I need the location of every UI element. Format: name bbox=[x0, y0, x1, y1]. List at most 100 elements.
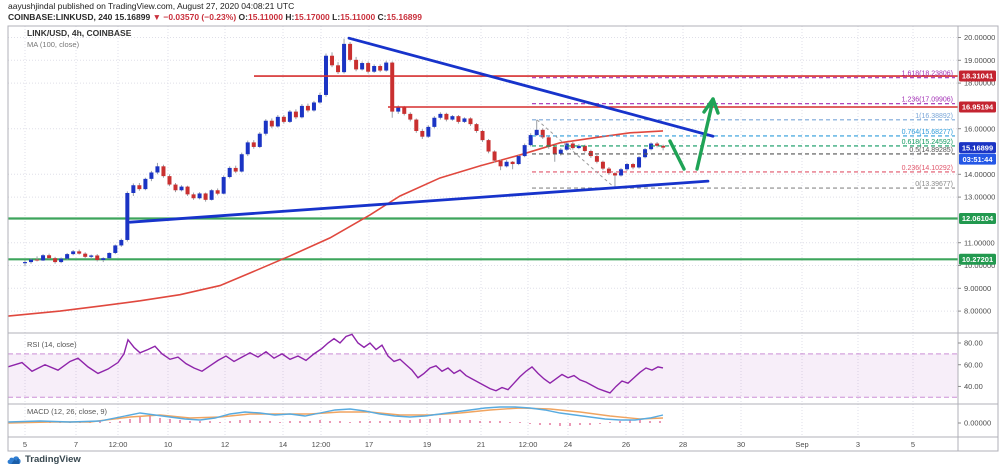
macd-histogram-bar bbox=[299, 421, 301, 423]
macd-histogram-bar bbox=[619, 421, 621, 423]
candle bbox=[191, 194, 196, 199]
candle bbox=[426, 126, 431, 137]
candle bbox=[311, 102, 316, 111]
fib-level-label: 0(13.39677) bbox=[915, 181, 953, 188]
candle bbox=[342, 43, 347, 73]
macd-histogram-bar bbox=[109, 422, 111, 423]
rsi-axis-label: 60.00 bbox=[964, 360, 983, 369]
chart-legend-title[interactable]: LINK/USD, 4h, COINBASE bbox=[27, 28, 132, 38]
candle bbox=[29, 259, 34, 263]
fib-level-label: 0.764(15.68277) bbox=[902, 129, 953, 136]
tradingview-link[interactable]: TradingView bbox=[7, 454, 81, 465]
price-badge-text: 10.27201 bbox=[962, 255, 993, 264]
price-axis-label: 8.00000 bbox=[964, 307, 991, 316]
macd-histogram-bar bbox=[379, 421, 381, 423]
candle bbox=[143, 178, 148, 190]
macd-histogram-bar bbox=[349, 422, 351, 423]
candle bbox=[450, 116, 455, 120]
price-badge-text: 18.31041 bbox=[962, 72, 993, 81]
candle bbox=[41, 255, 46, 261]
time-axis-label: 12:00 bbox=[519, 440, 538, 449]
time-axis-label: 3 bbox=[856, 440, 860, 449]
candle bbox=[155, 166, 160, 173]
open-value: 15.11000 bbox=[247, 12, 283, 22]
candle bbox=[522, 145, 527, 157]
trendline bbox=[347, 36, 715, 138]
candle bbox=[372, 66, 377, 72]
symbol-status-line: COINBASE:LINKUSD, 240 15.16899 ▼ −0.0357… bbox=[8, 12, 422, 22]
macd-legend[interactable]: MACD (12, 26, close, 9) bbox=[27, 407, 108, 416]
macd-histogram-bar bbox=[559, 423, 561, 426]
macd-histogram-bar bbox=[309, 421, 311, 423]
macd-histogram-bar bbox=[179, 420, 181, 423]
candle bbox=[408, 113, 413, 120]
candle bbox=[209, 190, 214, 200]
macd-histogram-bar bbox=[239, 420, 241, 423]
rsi-legend[interactable]: RSI (14, close) bbox=[27, 340, 77, 349]
price-pane-graphics: 1.618(18.23806) 1.236(17.09906) 1(16.38892… bbox=[8, 36, 958, 317]
candle bbox=[203, 193, 208, 200]
candle bbox=[83, 253, 88, 257]
candle bbox=[631, 164, 636, 168]
candle bbox=[281, 116, 286, 122]
price-badge bbox=[959, 153, 996, 165]
candle bbox=[570, 143, 575, 149]
macd-histogram-bar bbox=[199, 421, 201, 423]
candle bbox=[558, 149, 563, 154]
candle bbox=[516, 156, 521, 165]
candle bbox=[77, 251, 82, 254]
rsi-pane[interactable] bbox=[8, 333, 958, 404]
candle bbox=[546, 137, 551, 147]
candle bbox=[269, 120, 274, 127]
time-scale[interactable] bbox=[8, 437, 958, 451]
candle bbox=[131, 185, 136, 193]
macd-histogram-bar bbox=[529, 423, 531, 424]
candle bbox=[655, 143, 660, 146]
candle bbox=[420, 130, 425, 137]
time-axis-label: 5 bbox=[911, 440, 915, 449]
macd-histogram-bar bbox=[249, 420, 251, 423]
candle bbox=[504, 161, 509, 167]
time-axis-label: 21 bbox=[477, 440, 485, 449]
price-axis-label: 16.00000 bbox=[964, 124, 995, 133]
candle bbox=[107, 252, 112, 259]
candle bbox=[396, 107, 401, 112]
time-axis-label: 14 bbox=[279, 440, 287, 449]
rsi-band bbox=[8, 353, 958, 398]
macd-histogram-bar bbox=[129, 419, 131, 423]
fib-level-label: 0.618(15.24592) bbox=[902, 139, 953, 146]
candle bbox=[438, 113, 443, 118]
candle bbox=[606, 168, 611, 174]
candle bbox=[257, 133, 262, 147]
candle bbox=[378, 66, 383, 71]
close-value: 15.16899 bbox=[386, 12, 422, 22]
price-axis-label: 13.00000 bbox=[964, 193, 995, 202]
candle bbox=[233, 167, 238, 172]
macd-pane-graphics bbox=[8, 406, 664, 426]
price-scale[interactable] bbox=[958, 26, 998, 437]
time-axis-label: 26 bbox=[622, 440, 630, 449]
candle bbox=[149, 172, 154, 179]
fib-guide-line bbox=[536, 119, 616, 189]
candle bbox=[23, 262, 27, 264]
candle bbox=[275, 116, 280, 127]
chart-border bbox=[7, 25, 999, 452]
ma-legend[interactable]: MA (100, close) bbox=[27, 40, 80, 49]
macd-histogram-bar bbox=[409, 420, 411, 423]
macd-axis-label: 0.00000 bbox=[964, 419, 991, 428]
candle bbox=[384, 62, 389, 71]
macd-histogram-bar bbox=[459, 420, 461, 423]
candle bbox=[287, 111, 292, 122]
price-axis-label: 10.00000 bbox=[964, 261, 995, 270]
candle bbox=[637, 157, 642, 168]
price-badge-text: 03:51:44 bbox=[962, 155, 993, 164]
candle bbox=[221, 177, 226, 194]
drawn-arrow-head bbox=[702, 97, 715, 114]
candle bbox=[366, 63, 371, 72]
price-pane[interactable] bbox=[8, 26, 958, 333]
macd-line bbox=[8, 406, 664, 423]
macd-pane[interactable] bbox=[8, 404, 958, 437]
time-axis-label: 10 bbox=[164, 440, 172, 449]
macd-histogram-bar bbox=[609, 422, 611, 423]
